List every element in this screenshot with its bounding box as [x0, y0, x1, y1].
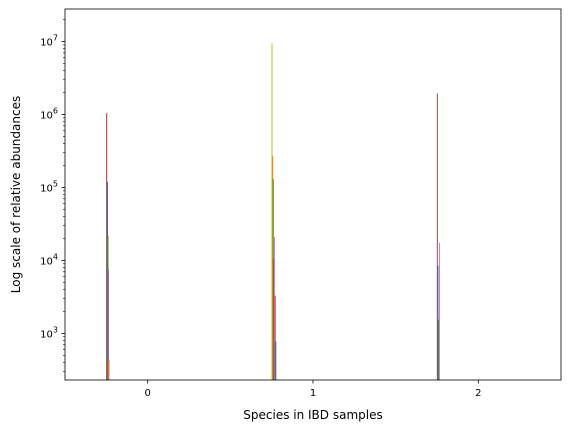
bar-14 [438, 319, 440, 380]
y-tick-label: 107 [40, 34, 58, 49]
y-tick-label: 106 [40, 107, 58, 122]
bar-15 [438, 242, 440, 380]
y-axis-ticks: 103 104 105 106 107 [40, 19, 65, 372]
y-axis-label: Log scale of relative abundances [9, 96, 23, 293]
x-tick-label: 2 [475, 388, 481, 399]
x-tick-label: 0 [144, 388, 150, 399]
bar-4 [108, 360, 110, 380]
y-tick-label: 105 [40, 180, 58, 195]
bars-layer [106, 43, 440, 381]
bar-0 [106, 113, 108, 380]
bar-11 [275, 341, 277, 380]
y-tick-label: 104 [40, 252, 58, 267]
bar-3 [107, 269, 109, 380]
x-axis-ticks: 0 1 2 [144, 380, 482, 399]
bar-5 [271, 43, 273, 380]
x-axis-label: Species in IBD samples [243, 408, 382, 422]
bar-13 [437, 265, 439, 380]
y-tick-label: 103 [40, 325, 58, 340]
bar-10 [274, 295, 276, 380]
bar-12 [436, 93, 438, 381]
bar-9 [273, 236, 275, 380]
plot-frame [64, 8, 562, 381]
bar-8 [273, 258, 275, 380]
bar-6 [272, 156, 274, 380]
x-tick-label: 1 [310, 388, 316, 399]
